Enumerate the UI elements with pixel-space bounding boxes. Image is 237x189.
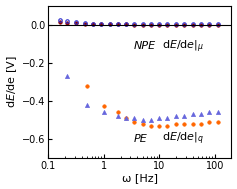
Text: PE: PE bbox=[134, 134, 148, 144]
Text: d$\mathit{E}$/d$\mathit{e}|_{q}$: d$\mathit{E}$/d$\mathit{e}|_{q}$ bbox=[162, 131, 204, 147]
Text: d$\mathit{E}$/d$\mathit{e}|_{\mu}$: d$\mathit{E}$/d$\mathit{e}|_{\mu}$ bbox=[162, 38, 204, 55]
Text: NPE: NPE bbox=[134, 42, 156, 51]
X-axis label: ω [Hz]: ω [Hz] bbox=[122, 174, 158, 184]
Y-axis label: d$E$/de [V]: d$E$/de [V] bbox=[5, 55, 19, 108]
